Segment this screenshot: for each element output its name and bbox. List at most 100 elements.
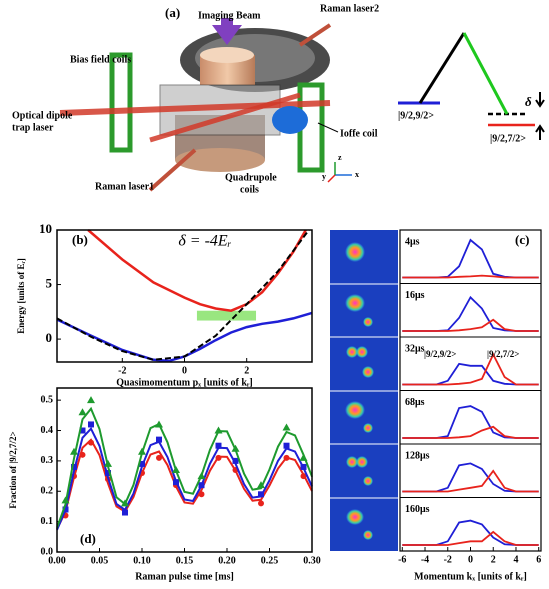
y-axis-label: Energy [units of Eᵣ] (16, 258, 26, 334)
data-point (138, 448, 146, 455)
y-tick-label: 10 (39, 221, 52, 236)
data-point (258, 500, 264, 506)
x-tick-label: 0 (468, 554, 473, 565)
data-point (88, 421, 94, 427)
data-point (216, 443, 222, 449)
data-point (215, 427, 223, 434)
data-point (122, 510, 128, 516)
callout: Raman laser1 (95, 181, 154, 192)
x-axis-label: Momentum kₓ [units of kᵣ] (414, 571, 527, 582)
panel-label: (c) (515, 232, 529, 247)
data-point (233, 458, 239, 464)
x-tick-label: 0 (182, 365, 187, 376)
x-axis-label: Quasimomentum pₓ [units of kᵣ] (116, 377, 253, 388)
callout: Bias field coils (70, 54, 131, 65)
state-label: |9/2,7/2> (487, 349, 519, 359)
callout: trap laser (12, 122, 54, 133)
time-label: 160μs (405, 504, 430, 515)
absorption-images (330, 230, 398, 551)
panel-label: (b) (72, 232, 88, 247)
x-tick-label: 2 (491, 554, 496, 565)
callout: Optical dipole (12, 110, 73, 121)
y-tick-label: 0.5 (41, 394, 54, 405)
time-label: 32μs (405, 343, 425, 354)
data-point (172, 466, 180, 473)
callout: Ioffe coil (340, 128, 378, 139)
level-label: |9/2,7/2> (490, 133, 526, 144)
x-tick-label: -4 (421, 554, 429, 565)
y-tick-label: 0.1 (41, 516, 54, 527)
x-tick-label: 0.30 (303, 555, 321, 566)
band-region (197, 311, 256, 321)
time-label: 128μs (405, 450, 430, 461)
data-point (87, 396, 95, 403)
data-point (173, 479, 179, 485)
y-tick-label: 0.3 (41, 455, 54, 466)
panel-label: (d) (80, 531, 96, 546)
time-label: 4μs (405, 236, 420, 247)
fit-curve (57, 429, 312, 530)
profile (402, 406, 538, 438)
panel-label: (a) (165, 5, 180, 20)
data-point (216, 455, 222, 461)
data-point (284, 443, 290, 449)
x-tick-label: -6 (398, 554, 406, 565)
figure: (a) Imaging Beam Raman laser2 Bias field… (0, 0, 549, 589)
x-tick-label: 0.10 (133, 555, 151, 566)
profile (402, 471, 538, 492)
plot-frame (57, 230, 312, 362)
data-point (300, 454, 308, 461)
data-point (155, 420, 163, 427)
profile (402, 320, 538, 331)
data-point (156, 455, 162, 461)
data-point (156, 437, 162, 443)
x-axis-label: Raman pulse time [ms] (135, 571, 234, 582)
fit-curve (57, 440, 312, 529)
data-point (258, 491, 264, 497)
x-tick-label: 0.20 (218, 555, 236, 566)
y-tick-label: 0.4 (41, 425, 54, 436)
profile (402, 427, 538, 438)
detuning-label: δ (525, 94, 532, 109)
y-tick-label: 0 (46, 330, 53, 345)
data-point (199, 491, 205, 497)
axis-name: z (338, 153, 342, 162)
callout: coils (240, 184, 259, 195)
y-axis-label: Fraction of |9/2,7/2> (8, 431, 18, 508)
x-tick-label: -2 (118, 365, 126, 376)
band-curve (57, 313, 312, 361)
axis-name: y (322, 172, 326, 181)
x-tick-label: 0.25 (261, 555, 279, 566)
x-tick-label: 6 (536, 554, 541, 565)
level-label: |9/2,9/2> (398, 110, 434, 121)
callout: Quadrupole (225, 172, 277, 183)
data-point (80, 452, 86, 458)
x-tick-label: 2 (244, 365, 249, 376)
y-tick-label: 0.2 (41, 486, 54, 497)
callout: Imaging Beam (198, 10, 261, 21)
data-point (301, 464, 307, 470)
callout: Raman laser2 (320, 3, 379, 14)
time-label: 68μs (405, 397, 425, 408)
data-point (284, 455, 290, 461)
axis-name: x (355, 170, 359, 179)
level-scheme (398, 33, 544, 140)
profile (402, 364, 538, 385)
profile (402, 276, 538, 278)
data-point (88, 440, 94, 446)
time-label: 16μs (405, 290, 425, 301)
state-label: |9/2,9/2> (424, 349, 456, 359)
data-point (199, 482, 205, 488)
x-tick-label: 4 (513, 554, 518, 565)
chart-title: δ = -4Eᵣ (178, 233, 231, 250)
y-tick-label: 0.0 (41, 546, 54, 557)
data-point (283, 423, 291, 430)
profile (402, 297, 538, 331)
x-tick-label: 0.15 (176, 555, 194, 566)
profile (402, 532, 538, 545)
y-tick-label: 5 (46, 276, 53, 291)
data-point (79, 408, 87, 415)
apparatus (60, 18, 352, 190)
x-tick-label: -2 (444, 554, 452, 565)
x-tick-label: 0.05 (91, 555, 109, 566)
